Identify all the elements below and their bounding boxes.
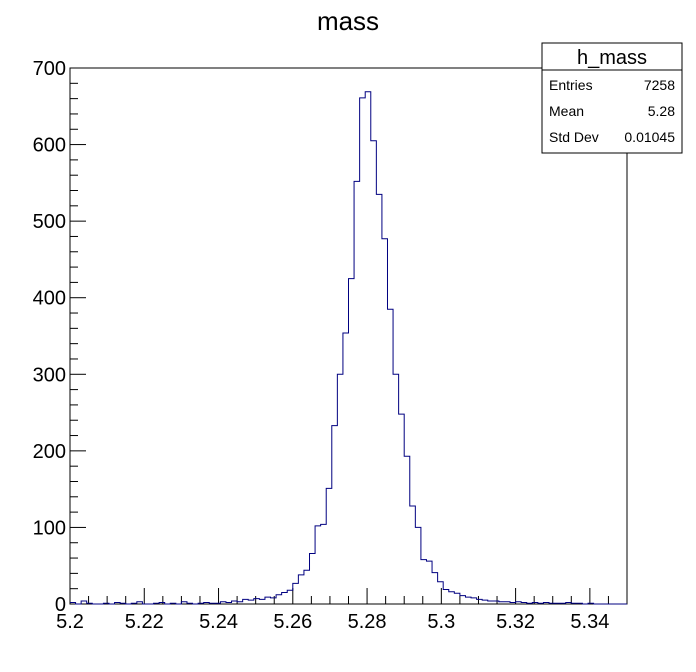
stats-row-entries-value: 7258 [644,77,675,93]
stats-box: h_mass Entries 7258 Mean 5.28 Std Dev 0.… [541,42,683,154]
stats-box-title: h_mass [577,47,647,69]
x-axis: 5.2 5.22 5.24 5.26 5.28 5.3 5.32 5.34 [56,588,628,633]
x-tick-label: 5.24 [199,611,238,633]
stats-box-frame [541,42,683,154]
y-tick-label: 700 [33,58,66,80]
stats-row-mean-label: Mean [549,103,584,119]
x-tick-label: 5.32 [496,611,535,633]
stats-row-mean-value: 5.28 [648,103,675,119]
histogram-series-line [70,91,627,605]
stats-row-stddev-label: Std Dev [549,129,599,145]
y-tick-label: 500 [33,211,66,233]
y-tick-label: 400 [33,288,66,310]
stats-row-stddev-value: 0.01045 [624,129,675,145]
y-tick-label: 0 [55,594,66,616]
x-tick-label: 5.22 [125,611,164,633]
x-tick-label: 5.34 [570,611,609,633]
y-tick-label: 200 [33,441,66,463]
x-tick-label: 5.3 [427,611,455,633]
chart-title: mass [317,6,379,36]
x-tick-label: 5.26 [273,611,312,633]
y-tick-label: 600 [33,135,66,157]
x-tick-label: 5.28 [348,611,387,633]
stats-row-entries-label: Entries [549,77,593,93]
x-tick-label: 5.2 [56,611,84,633]
y-tick-label: 100 [33,517,66,539]
y-axis: 0 100 200 300 400 500 600 700 [33,58,86,616]
y-tick-label: 300 [33,364,66,386]
